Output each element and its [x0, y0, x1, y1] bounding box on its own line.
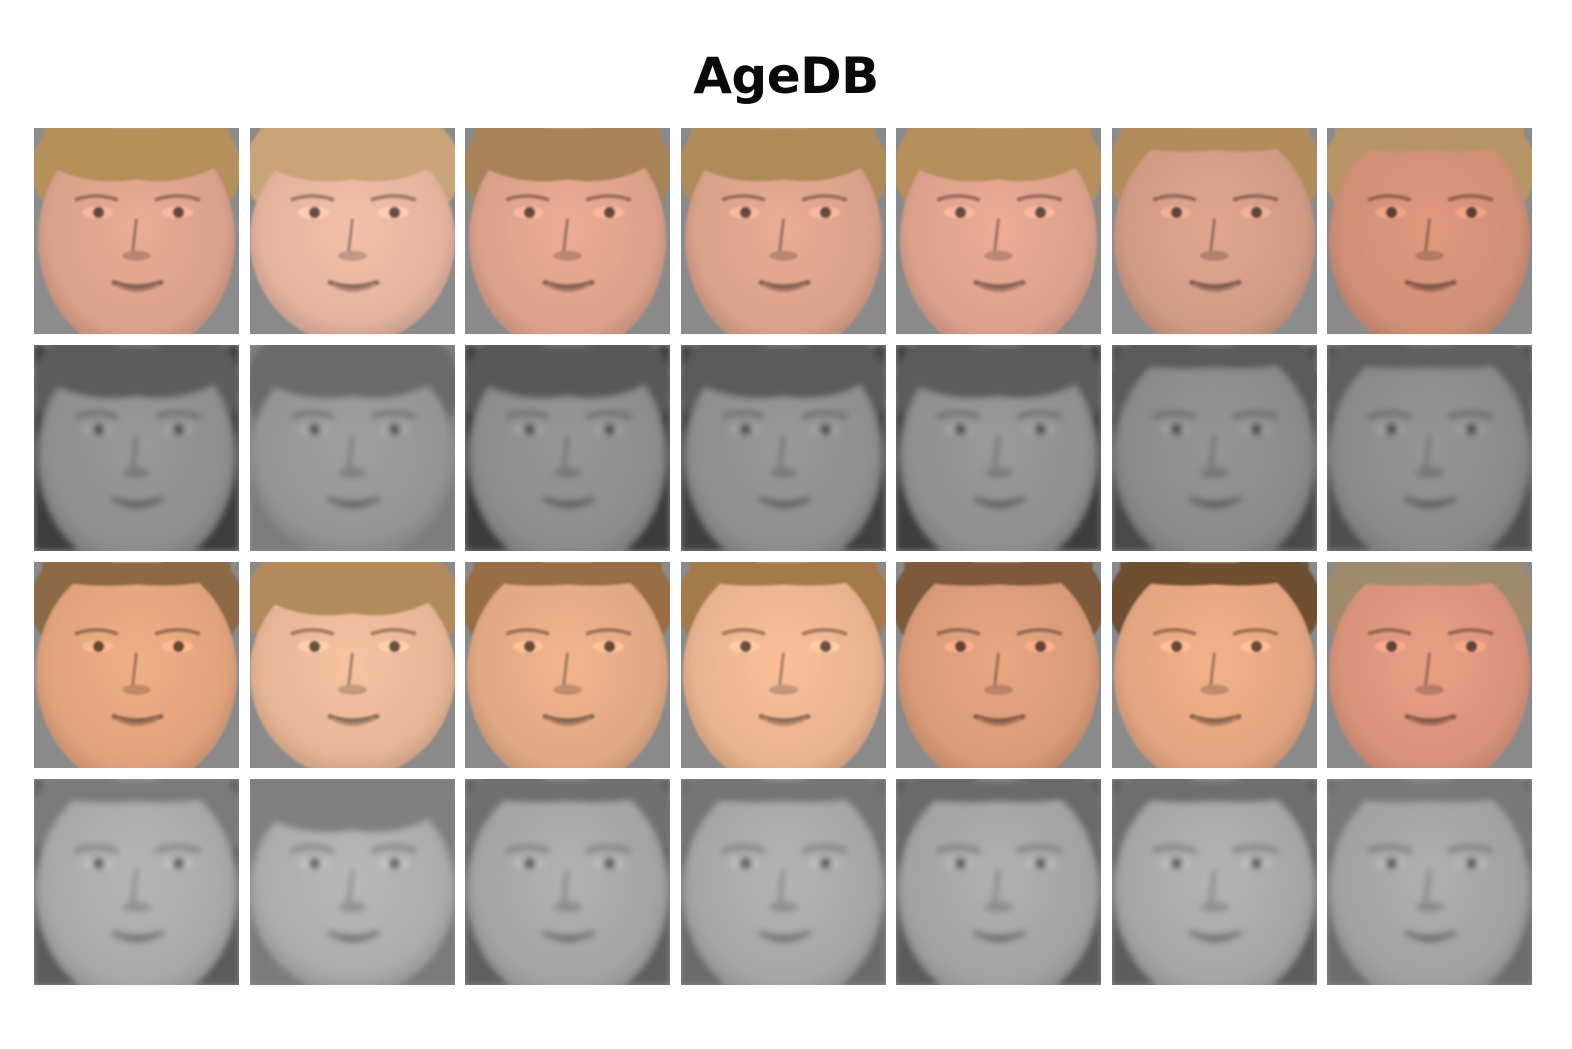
face-image — [249, 345, 455, 551]
face-image-grid — [34, 128, 1538, 988]
face-image — [896, 562, 1101, 768]
face-image — [34, 345, 239, 551]
face-image — [680, 779, 886, 985]
face-image — [896, 779, 1101, 985]
face-image — [1327, 345, 1532, 551]
face-image — [680, 128, 886, 334]
face-image — [465, 128, 670, 334]
face-image — [249, 779, 455, 985]
face-image — [34, 779, 239, 985]
figure-title: AgeDB — [693, 47, 879, 105]
face-image — [249, 128, 455, 334]
face-image — [896, 345, 1101, 551]
face-image — [34, 562, 239, 768]
face-image — [1327, 128, 1532, 334]
face-image — [34, 128, 239, 334]
face-image — [465, 779, 670, 985]
face-image — [680, 345, 886, 551]
face-image — [1111, 345, 1317, 551]
face-image — [465, 562, 670, 768]
face-image — [1111, 779, 1317, 985]
face-image — [896, 128, 1101, 334]
face-image — [680, 562, 886, 768]
face-image — [465, 345, 670, 551]
face-image — [1327, 562, 1532, 768]
face-image — [1111, 128, 1317, 334]
face-image — [249, 562, 455, 768]
face-image — [1111, 562, 1317, 768]
face-image — [1327, 779, 1532, 985]
